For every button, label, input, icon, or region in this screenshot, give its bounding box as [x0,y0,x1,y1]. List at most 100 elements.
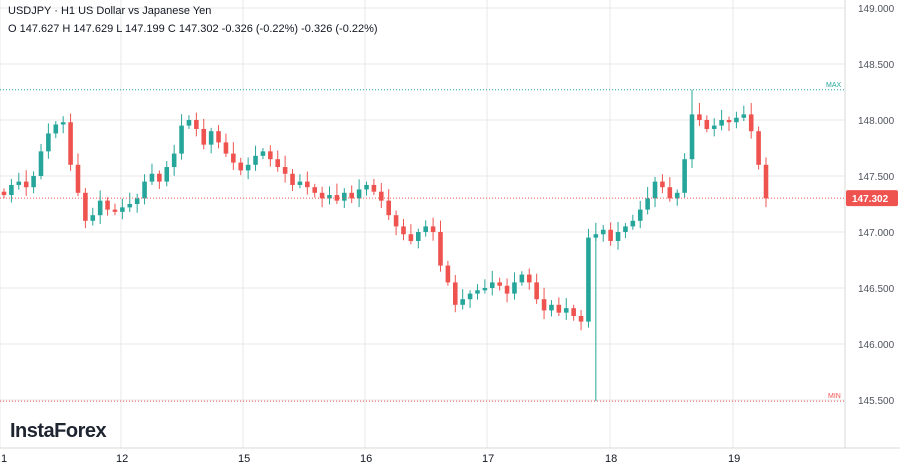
candle-body [660,181,665,188]
candle-body [1,191,7,196]
candle-body [445,265,451,283]
candle-body [268,151,273,160]
y-tick-label: 146.000 [858,340,895,351]
candle-body [467,293,473,300]
candle-body [386,200,391,216]
candle-body [497,282,502,286]
candle-body [682,159,687,193]
candle-body [748,114,754,132]
candle-body [223,142,229,154]
candle-body [231,153,236,163]
candle-body [504,285,510,294]
ohlc-readout: O 147.627 H 147.629 L 147.199 C 147.302 … [8,23,378,35]
candle-body [512,282,517,294]
candle-body [423,226,428,232]
x-tick-label: 17 [482,453,494,465]
candle-body [245,164,251,171]
candle-body [711,125,717,129]
candle-body [290,173,295,185]
candle-body [53,124,59,134]
candle-body [586,237,591,322]
candle-body [9,184,14,196]
last-price-badge [846,190,898,207]
candle-body [297,181,303,185]
candle-body [327,195,332,199]
candle-body [756,131,761,165]
candle-body [260,151,266,156]
candle-body [408,234,414,241]
x-tick-label: 19 [728,453,740,465]
candle-body [194,120,199,129]
candle-body [556,304,562,313]
candle-body [549,304,554,311]
candle-body [171,153,177,168]
candle-body [379,191,384,201]
candle-body [371,184,377,192]
candle-body [38,151,44,176]
x-tick-label: 12 [116,453,128,465]
candle-body [127,204,133,208]
y-tick-label: 148.000 [858,116,895,127]
min-label: MIN [828,393,841,400]
candle-body [134,198,140,204]
candle-body [734,117,739,123]
candle-body [46,133,51,152]
candle-body [741,114,747,118]
x-tick-label: 1 [1,453,7,465]
candle-body [75,164,81,193]
x-tick-label: 15 [238,453,250,465]
candle-body [763,164,769,199]
candle-body [438,232,443,266]
candle-body [600,229,606,235]
candle-body [319,192,325,199]
candle-body [16,181,22,185]
candle-body [541,299,547,311]
max-label: MAX [826,82,842,89]
candle-body [305,181,310,188]
candle-body [630,220,636,227]
symbol-title: USDJPY · H1 US Dollar vs Japanese Yen [8,5,212,17]
candle-body [208,131,214,145]
candle-body [608,229,613,241]
candle-body [356,189,362,199]
candle-body [23,181,29,188]
candle-body [623,226,628,232]
candle-body [201,128,207,145]
candle-body [415,232,421,241]
candle-body [460,299,465,305]
candle-body [68,122,73,165]
candle-body [120,207,125,212]
y-tick-label: 147.000 [858,228,895,239]
candle-body [112,209,118,212]
candle-body [179,125,184,154]
candle-body [238,162,244,171]
candle-body [697,114,702,120]
candle-body [667,187,673,199]
candle-body [282,167,288,174]
candle-body [652,181,658,199]
candle-body [401,226,406,235]
candle-body [164,167,170,182]
candle-body [726,120,732,123]
candle-body [393,215,399,227]
candle-body [430,226,436,232]
candle-body [489,282,495,288]
candle-body [475,290,480,294]
candle-body [526,274,532,283]
candle-body [364,184,369,190]
candle-body [275,159,281,168]
candle-body [157,173,162,182]
candle-body [253,155,258,165]
brand-logo: InstaForex [10,420,107,442]
y-tick-label: 146.500 [858,284,895,295]
y-tick-label: 149.000 [858,4,895,15]
candle-body [637,209,643,221]
candle-body [349,192,355,199]
candle-body [615,232,621,241]
x-tick-label: 16 [360,453,372,465]
candle-body [83,192,88,221]
candle-body [312,187,318,193]
candle-body [186,120,192,126]
